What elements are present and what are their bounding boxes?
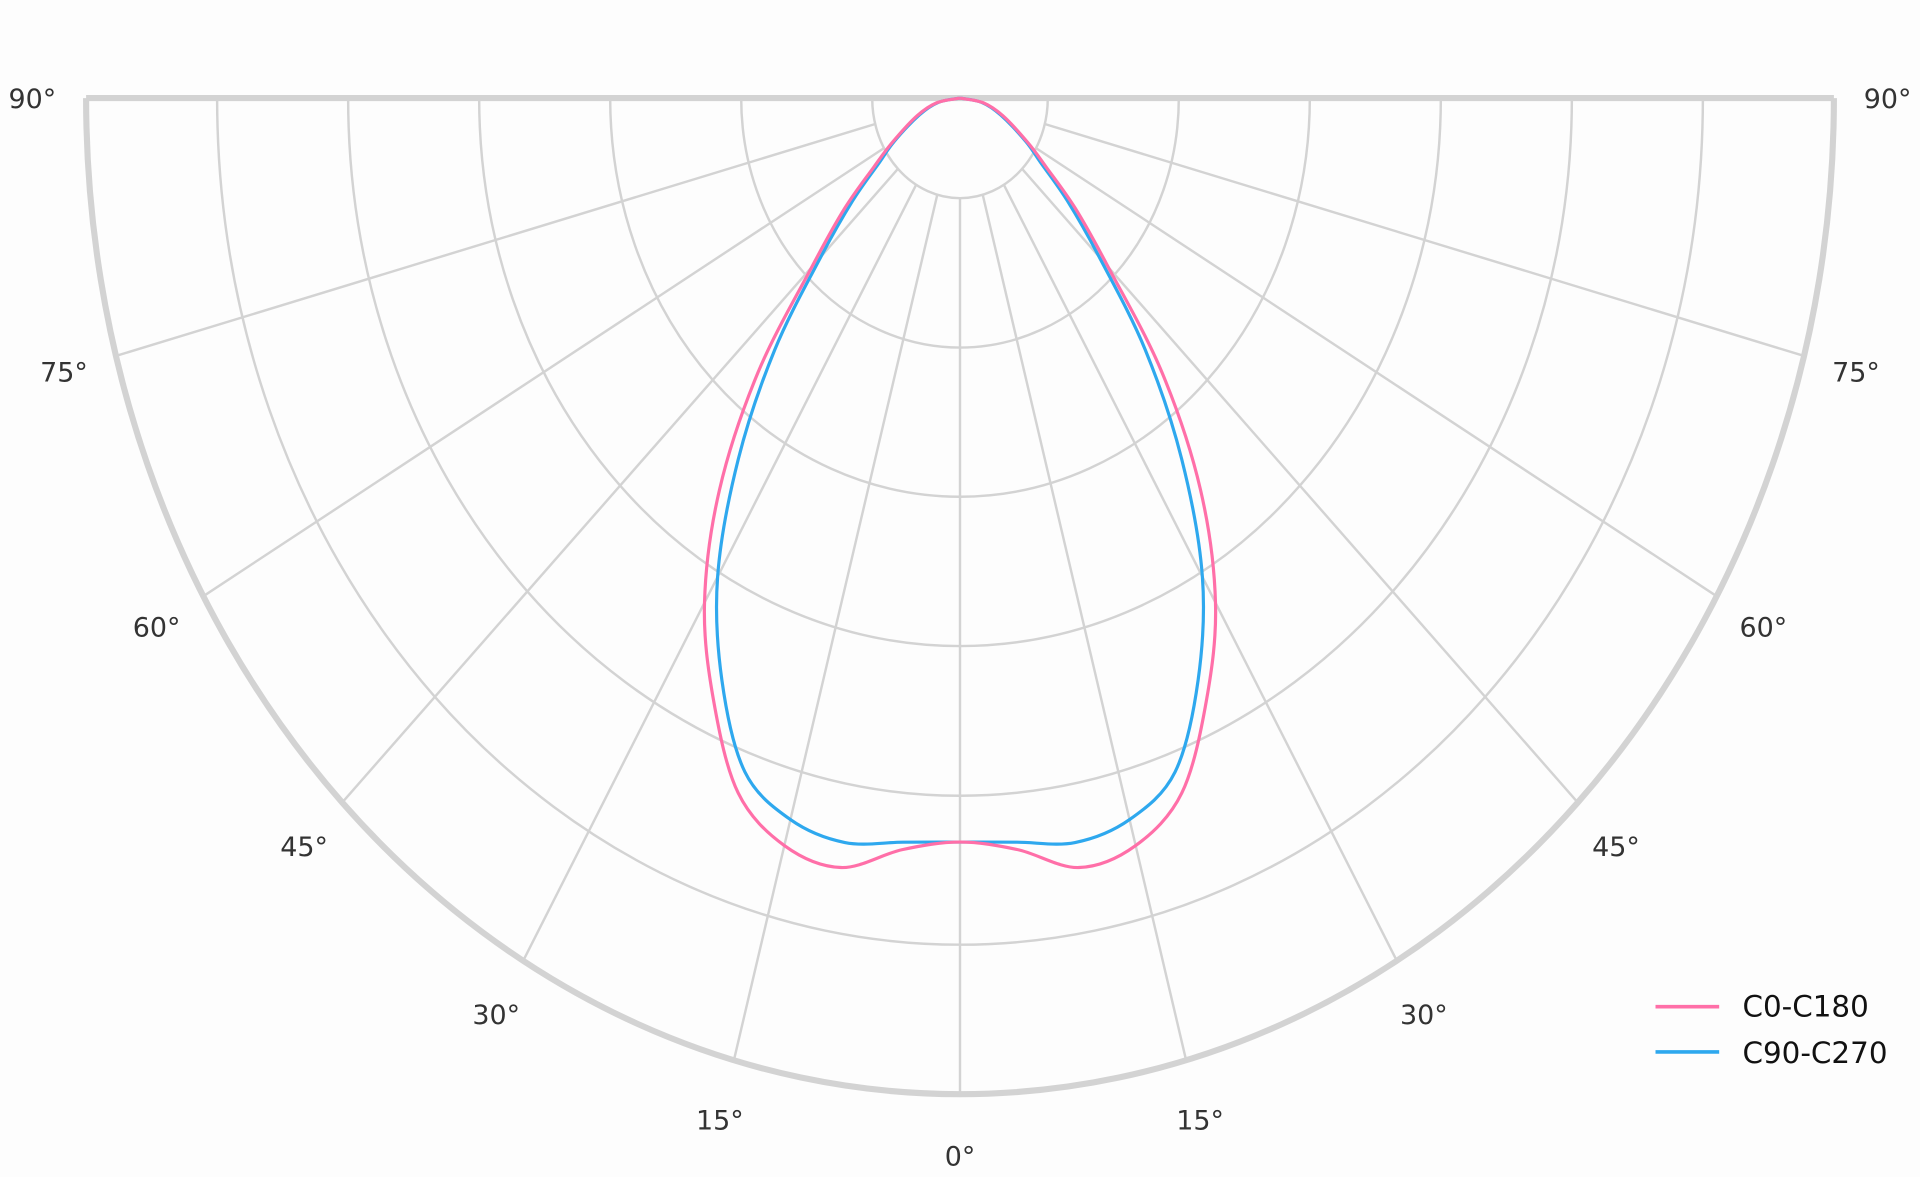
grid-spoke	[341, 168, 899, 804]
legend: C0-C180 C90-C270	[1655, 989, 1888, 1070]
grid-spoke	[732, 194, 939, 1061]
grid-spoke	[115, 122, 876, 358]
angle-labels: 90° 75° 60° 45° 30° 15° 0° 15° 30° 45° 60° 75° 90°	[9, 84, 1912, 1173]
grid-spoke	[1044, 122, 1805, 358]
angle-tick-label: 75°	[40, 358, 88, 389]
angle-tick-label: 90°	[1864, 84, 1912, 115]
angle-tick-label: 30°	[1400, 1000, 1448, 1031]
series-line-c0-c180	[702, 96, 1218, 870]
angle-tick-label: 60°	[1739, 613, 1787, 644]
angle-tick-label: 15°	[696, 1106, 744, 1137]
grid-spoke	[1002, 184, 1399, 962]
legend-label-c0-c180: C0-C180	[1742, 989, 1868, 1023]
grid-spoke	[202, 147, 885, 598]
grid-ring	[870, 98, 1050, 200]
grid-spoke	[521, 184, 918, 962]
angle-tick-label: 0°	[945, 1142, 976, 1173]
angle-tick-label: 30°	[472, 1000, 520, 1031]
angle-tick-label: 75°	[1832, 358, 1880, 389]
angle-tick-label: 15°	[1176, 1106, 1224, 1137]
angle-tick-label: 45°	[1592, 832, 1640, 863]
grid-spoke	[1021, 168, 1579, 804]
legend-label-c90-c270: C90-C270	[1742, 1036, 1887, 1070]
angle-tick-label: 45°	[280, 832, 328, 863]
grid-spoke	[1035, 147, 1718, 598]
curves	[702, 96, 1218, 870]
angle-tick-label: 60°	[133, 613, 181, 644]
grid	[83, 95, 1837, 1098]
angle-tick-label: 90°	[9, 84, 57, 115]
grid-spoke	[981, 194, 1188, 1061]
